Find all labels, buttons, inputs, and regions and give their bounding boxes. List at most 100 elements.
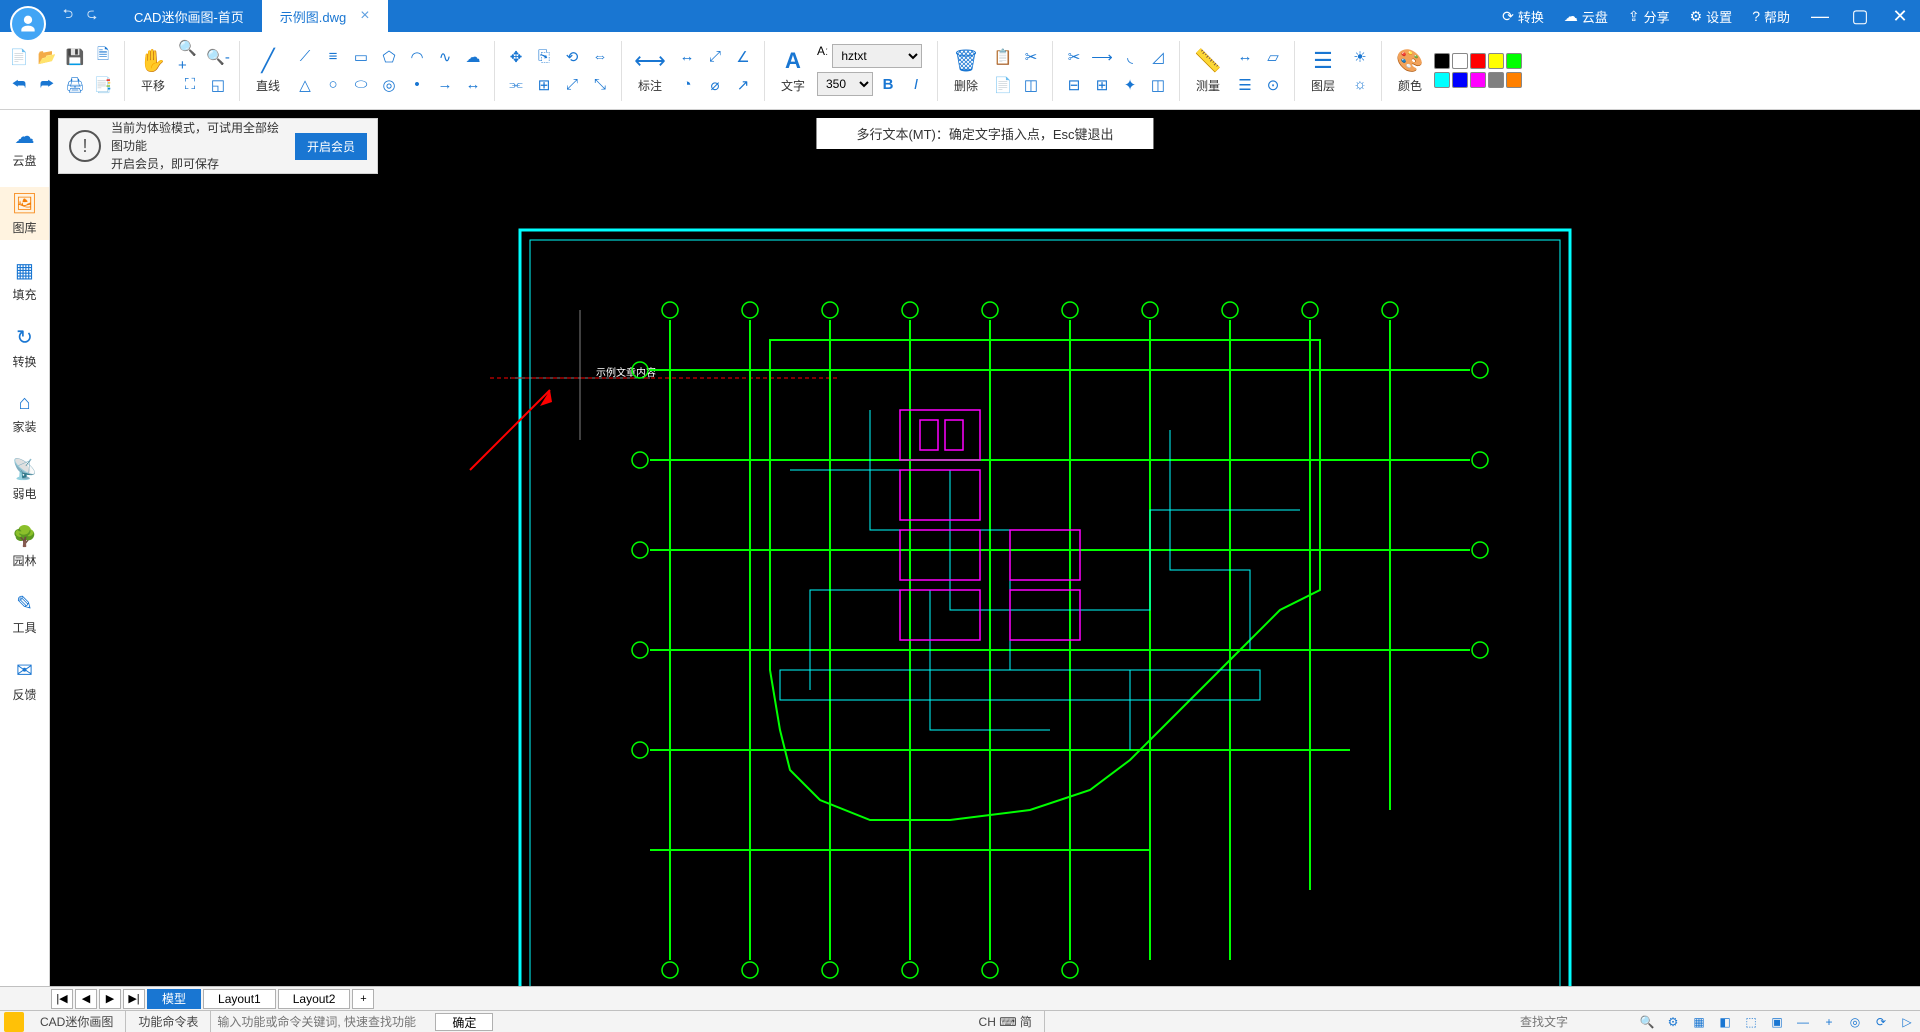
sidebar-item-反馈[interactable]: ✉反馈 <box>0 654 49 707</box>
status-tool-icon[interactable]: ▦ <box>1686 1015 1712 1029</box>
bold-button[interactable]: B <box>875 72 901 98</box>
layout-nav-prev[interactable]: ◀ <box>75 989 97 1009</box>
copy-button[interactable]: ⎘ <box>531 44 557 70</box>
cut-button[interactable]: ✂ <box>1018 44 1044 70</box>
export-pdf-button[interactable]: 📑 <box>90 72 116 98</box>
paste-button[interactable]: 📄 <box>990 72 1016 98</box>
status-tool-icon[interactable]: + <box>1816 1015 1842 1029</box>
layout-nav-last[interactable]: ▶| <box>123 989 145 1009</box>
sidebar-item-工具[interactable]: ✎工具 <box>0 587 49 640</box>
status-tool-icon[interactable]: ◧ <box>1712 1015 1738 1029</box>
command-search-input[interactable] <box>211 1015 431 1029</box>
command-confirm-button[interactable]: 确定 <box>435 1013 493 1031</box>
revcloud-button[interactable]: ☁ <box>460 44 486 70</box>
color-swatch[interactable] <box>1470 72 1486 88</box>
font-select[interactable]: hztxt <box>832 44 922 68</box>
offset-button[interactable]: ⫘ <box>503 72 529 98</box>
fillet-button[interactable]: ◟ <box>1117 44 1143 70</box>
zoom-window-button[interactable]: ⛶ <box>177 72 203 98</box>
ellipse-button[interactable]: ⬭ <box>348 72 374 98</box>
layout-nav-next[interactable]: ▶ <box>99 989 121 1009</box>
dim-angular-button[interactable]: ∠ <box>730 44 756 70</box>
sidebar-item-云盘[interactable]: ☁云盘 <box>0 120 49 173</box>
open-file-button[interactable]: 📂 <box>34 44 60 70</box>
polyline-button[interactable]: ⟋ <box>292 44 318 70</box>
save-file-button[interactable]: 💾 <box>62 44 88 70</box>
find-text-input[interactable] <box>1514 1015 1634 1029</box>
saveas-file-button[interactable]: 🗎 <box>90 44 116 70</box>
color-swatch[interactable] <box>1506 72 1522 88</box>
share-button[interactable]: ⇪分享 <box>1618 7 1680 26</box>
join-button[interactable]: ⊞ <box>1089 72 1115 98</box>
multiline-button[interactable]: ≡ <box>320 44 346 70</box>
status-tool-icon[interactable]: — <box>1790 1015 1816 1029</box>
open-vip-button[interactable]: 开启会员 <box>295 133 367 160</box>
status-tool-icon[interactable]: ◎ <box>1842 1015 1868 1029</box>
array-button[interactable]: ⊞ <box>531 72 557 98</box>
trim-button[interactable]: ✂ <box>1061 44 1087 70</box>
dim-aligned-button[interactable]: ⤢ <box>702 44 728 70</box>
dim-linear-button[interactable]: ↔ <box>674 44 700 70</box>
status-tool-icon[interactable]: 🔍 <box>1634 1015 1660 1029</box>
chamfer-button[interactable]: ◿ <box>1145 44 1171 70</box>
color-swatch[interactable] <box>1434 72 1450 88</box>
area-button[interactable]: ▱ <box>1260 44 1286 70</box>
move-button[interactable]: ✥ <box>503 44 529 70</box>
circle-button[interactable]: ○ <box>320 72 346 98</box>
extend-button[interactable]: ⟶ <box>1089 44 1115 70</box>
sidebar-item-弱电[interactable]: 📡弱电 <box>0 453 49 506</box>
layer-off-button[interactable]: ☼ <box>1347 72 1373 98</box>
dim-diameter-button[interactable]: ⌀ <box>702 72 728 98</box>
sidebar-item-转换[interactable]: ↻转换 <box>0 321 49 374</box>
paste-block-button[interactable]: ◫ <box>1018 72 1044 98</box>
sidebar-item-填充[interactable]: ▦填充 <box>0 254 49 307</box>
status-tool-icon[interactable]: ▷ <box>1894 1015 1920 1029</box>
polygon-button[interactable]: ⬠ <box>376 44 402 70</box>
history-back-button[interactable]: ⮌ <box>56 5 80 27</box>
explode-button[interactable]: ✦ <box>1117 72 1143 98</box>
italic-button[interactable]: I <box>903 72 929 98</box>
minimize-button[interactable]: — <box>1800 6 1840 27</box>
cad-viewport[interactable]: 示例文章内容 <box>50 110 1920 986</box>
scale-button[interactable]: ⤡ <box>587 72 613 98</box>
point-button[interactable]: • <box>404 72 430 98</box>
layout-tab-1[interactable]: Layout1 <box>203 989 276 1009</box>
dim-radius-button[interactable]: ◔ <box>674 72 700 98</box>
print-button[interactable]: 🖨 <box>62 72 88 98</box>
layer-tool-button[interactable]: ☰图层 <box>1301 43 1345 98</box>
color-swatch[interactable] <box>1434 53 1450 69</box>
maximize-button[interactable]: ▢ <box>1840 6 1880 27</box>
rotate-button[interactable]: ⟲ <box>559 44 585 70</box>
triangle-button[interactable]: △ <box>292 72 318 98</box>
dist-button[interactable]: ↔ <box>1232 44 1258 70</box>
delete-tool-button[interactable]: 🗑删除 <box>944 43 988 98</box>
sidebar-item-家装[interactable]: ⌂家装 <box>0 388 49 439</box>
status-tool-icon[interactable]: ⬚ <box>1738 1015 1764 1029</box>
ime-indicator[interactable]: CH ⌨ 简 <box>967 1011 1045 1032</box>
break-button[interactable]: ⊟ <box>1061 72 1087 98</box>
tab-document[interactable]: 示例图.dwg× <box>262 0 388 32</box>
redo-button[interactable]: ⮫ <box>34 72 60 98</box>
rect-button[interactable]: ▭ <box>348 44 374 70</box>
status-tool-icon[interactable]: ⟳ <box>1868 1015 1894 1029</box>
color-swatch[interactable] <box>1488 53 1504 69</box>
color-swatch[interactable] <box>1452 53 1468 69</box>
color-swatch[interactable] <box>1506 53 1522 69</box>
fontsize-select[interactable]: 350 <box>817 72 873 96</box>
pan-tool-button[interactable]: ✋平移 <box>131 43 175 98</box>
copy-clip-button[interactable]: 📋 <box>990 44 1016 70</box>
color-swatch[interactable] <box>1470 53 1486 69</box>
list-button[interactable]: ☰ <box>1232 72 1258 98</box>
status-tool-icon[interactable]: ⚙ <box>1660 1015 1686 1029</box>
id-button[interactable]: ⊙ <box>1260 72 1286 98</box>
stretch-button[interactable]: ⤢ <box>559 72 585 98</box>
zoom-extents-button[interactable]: ◱ <box>205 72 231 98</box>
color-swatch[interactable] <box>1452 72 1468 88</box>
drawing-canvas[interactable]: ! 当前为体验模式，可试用全部绘图功能 开启会员，即可保存 开启会员 多行文本(… <box>50 110 1920 986</box>
close-window-button[interactable]: ✕ <box>1880 6 1920 27</box>
layer-on-button[interactable]: ☀ <box>1347 44 1373 70</box>
line-tool-button[interactable]: ╱直线 <box>246 43 290 98</box>
dimension-tool-button[interactable]: ⟷标注 <box>628 43 672 98</box>
arc-button[interactable]: ◠ <box>404 44 430 70</box>
command-table-button[interactable]: 功能命令表 <box>126 1011 211 1032</box>
